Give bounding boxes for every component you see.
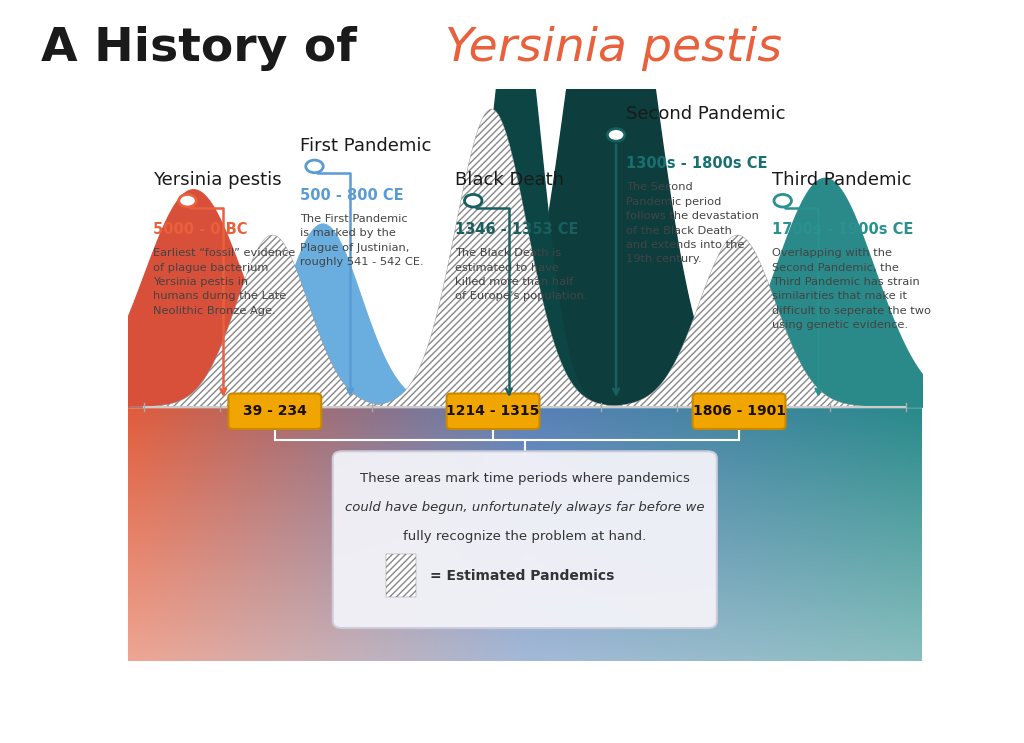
Text: 1346 - 1353 CE: 1346 - 1353 CE [455,222,579,237]
Circle shape [179,195,197,207]
Text: = Estimated Pandemics: = Estimated Pandemics [430,568,614,583]
Circle shape [465,195,482,207]
FancyBboxPatch shape [333,451,717,628]
Text: 39 - 234: 39 - 234 [243,403,307,418]
Text: The First Pandemic
is marked by the
Plague of Justinian,
roughly 541 - 542 CE.: The First Pandemic is marked by the Plag… [300,214,424,267]
Polygon shape [130,235,416,406]
Polygon shape [348,109,634,406]
Text: 1300s - 1800s CE: 1300s - 1800s CE [626,156,767,171]
FancyBboxPatch shape [446,394,540,429]
Text: Overlapping with the
Second Pandemic, the
Third Pandemic has strain
similarities: Overlapping with the Second Pandemic, th… [772,248,932,330]
Text: A History of: A History of [41,26,373,71]
Text: 1214 - 1315: 1214 - 1315 [446,403,540,418]
Text: Yersinia pestis: Yersinia pestis [445,26,782,71]
Bar [128,89,922,406]
Text: First Pandemic: First Pandemic [300,137,431,155]
FancyBboxPatch shape [692,394,785,429]
FancyBboxPatch shape [228,394,322,429]
Text: Yersinia pestis: Yersinia pestis [154,172,282,189]
Text: These areas mark time periods where pandemics: These areas mark time periods where pand… [359,473,690,485]
Circle shape [774,195,792,207]
Text: 5000 - 0 BC: 5000 - 0 BC [154,222,248,237]
Text: 1806 - 1901: 1806 - 1901 [692,403,785,418]
Text: Second Pandemic: Second Pandemic [626,106,785,123]
Circle shape [607,129,625,141]
Circle shape [306,160,324,172]
Text: Black Death: Black Death [455,172,564,189]
Text: fully recognize the problem at hand.: fully recognize the problem at hand. [403,530,646,542]
Text: The Second
Pandemic period
follows the devastation
of the Black Death
and extend: The Second Pandemic period follows the d… [626,183,759,265]
Polygon shape [386,554,416,597]
Text: The Black Death is
estimated to have
killed more than half
of Europe’s populatio: The Black Death is estimated to have kil… [455,248,588,302]
Text: could have begun, unfortunately always far before we: could have begun, unfortunately always f… [345,501,705,514]
Text: 1700s - 1900s CE: 1700s - 1900s CE [772,222,913,237]
Text: Third Pandemic: Third Pandemic [772,172,912,189]
Text: 500 - 800 CE: 500 - 800 CE [300,187,403,203]
Polygon shape [585,235,890,406]
Text: Earliest “fossil” evidence
of plague bacterium
Yersinia pestis in
humans durng t: Earliest “fossil” evidence of plague bac… [154,248,296,316]
